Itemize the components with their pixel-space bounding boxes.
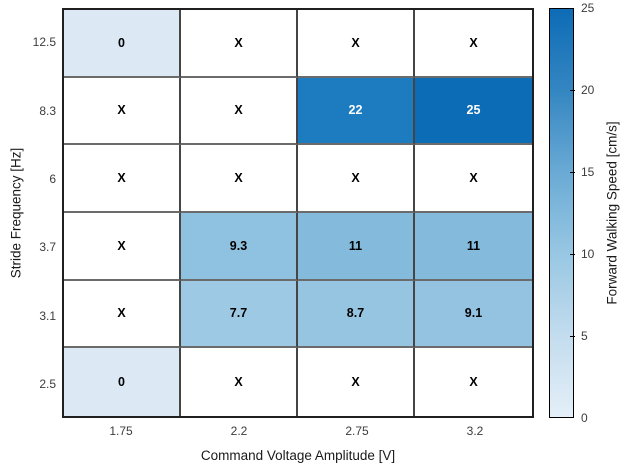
heatmap-cell: X <box>181 10 298 78</box>
x-axis-label: Command Voltage Amplitude [V] <box>200 448 396 463</box>
heatmap-cell: 25 <box>415 77 532 146</box>
x-tick-label: 1.75 <box>109 424 133 438</box>
heatmap-grid: 0 X X X X X 22 25 X X X X X 9.3 11 11 X 7.7 8.7 9.1 0 X X X <box>62 8 534 418</box>
colorbar-tick-label: 25 <box>581 1 595 15</box>
y-tick-label: 3.1 <box>39 308 56 323</box>
colorbar-tick-mark <box>570 90 575 91</box>
y-axis-label: Stride Frequency [Hz] <box>8 147 24 279</box>
heatmap-cell: 9.3 <box>181 212 298 281</box>
heatmap-cell: X <box>64 280 181 349</box>
heatmap-cell: 9.1 <box>415 280 532 349</box>
heatmap-cell: X <box>415 348 532 416</box>
heatmap-cell: X <box>415 10 532 78</box>
colorbar-tick-mark <box>570 336 575 337</box>
heatmap-cell: 7.7 <box>181 280 298 349</box>
heatmap-cell: X <box>181 77 298 146</box>
heatmap-cell: X <box>298 348 415 416</box>
heatmap-cell: X <box>64 212 181 281</box>
colorbar-tick-mark <box>570 254 575 255</box>
colorbar-label: Forward Walking Speed [cm/s] <box>604 121 620 305</box>
heatmap-cell: X <box>415 145 532 213</box>
x-tick-label: 3.2 <box>466 424 484 438</box>
heatmap-cell: 8.7 <box>298 280 415 349</box>
y-tick-label: 6 <box>49 171 56 186</box>
colorbar-tick-label: 10 <box>581 247 595 261</box>
heatmap-cell: X <box>298 10 415 78</box>
x-tick-label: 2.75 <box>345 424 369 438</box>
x-tick-label: 2.2 <box>230 424 248 438</box>
heatmap-cell: 22 <box>298 77 415 146</box>
heatmap-cell: 11 <box>415 212 532 281</box>
heatmap-cell: 0 <box>64 348 181 416</box>
y-tick-label: 2.5 <box>39 376 56 391</box>
heatmap-cell: 0 <box>64 10 181 78</box>
heatmap-cell: 11 <box>298 212 415 281</box>
y-tick-label: 8.3 <box>39 103 56 118</box>
y-tick-label: 3.7 <box>39 240 56 255</box>
colorbar-tick-label: 5 <box>581 329 588 343</box>
heatmap-cell: X <box>64 145 181 213</box>
colorbar <box>549 8 574 418</box>
heatmap-cell: X <box>181 145 298 213</box>
colorbar-tick-mark <box>570 172 575 173</box>
y-tick-label: 12.5 <box>32 35 56 50</box>
heatmap-cell: X <box>64 77 181 146</box>
heatmap-cell: X <box>181 348 298 416</box>
colorbar-tick-label: 20 <box>581 83 595 97</box>
colorbar-tick-label: 15 <box>581 165 595 179</box>
heatmap-cell: X <box>298 145 415 213</box>
colorbar-tick-label: 0 <box>581 411 588 425</box>
